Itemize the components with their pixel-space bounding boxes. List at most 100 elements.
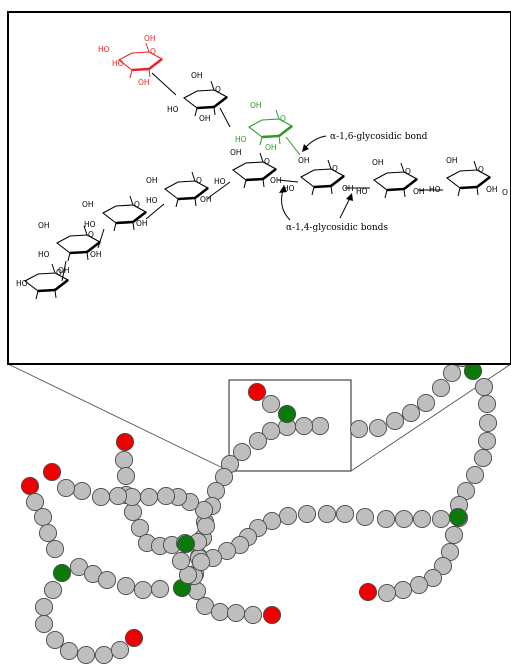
glucose-ring-9: O OH HO OH xyxy=(38,221,102,262)
nonreducing-end-unit-68 xyxy=(115,432,135,452)
svg-text:O: O xyxy=(88,230,94,239)
glucose-unit-94 xyxy=(38,523,58,543)
svg-text:HO: HO xyxy=(98,45,110,54)
glucose-ring-2: O OH HO OH xyxy=(235,101,294,152)
glucose-unit-73 xyxy=(130,518,150,538)
glucose-unit-47 xyxy=(409,575,429,595)
svg-text:OH: OH xyxy=(230,148,242,157)
glucose-unit-112 xyxy=(94,645,114,665)
glucose-unit-101 xyxy=(133,580,153,600)
glucose-unit-4 xyxy=(431,378,451,398)
glucose-unit-106 xyxy=(43,580,63,600)
glycosidic-bond xyxy=(277,179,299,183)
svg-text:O: O xyxy=(264,157,270,166)
glucose-unit-89 xyxy=(56,478,76,498)
svg-text:HO: HO xyxy=(112,59,124,68)
glucose-unit-37 xyxy=(477,431,497,451)
svg-text:OH: OH xyxy=(446,156,458,165)
glucose-unit-105 xyxy=(191,552,211,572)
svg-text:HO: HO xyxy=(16,279,28,288)
glucose-unit-31 xyxy=(261,394,281,414)
glucose-unit-39 xyxy=(465,465,485,485)
glucose-unit-55 xyxy=(376,509,396,529)
svg-text:HO: HO xyxy=(283,184,295,193)
glucose-unit-5 xyxy=(416,393,436,413)
svg-text:OH: OH xyxy=(144,34,156,43)
glucose-unit-111 xyxy=(76,645,96,665)
nonreducing-end-unit-91 xyxy=(20,476,40,496)
svg-text:HO: HO xyxy=(356,187,368,196)
nonreducing-end-unit-50 xyxy=(358,582,378,602)
glucose-unit-24 xyxy=(187,581,207,601)
glucose-unit-87 xyxy=(91,487,111,507)
glucose-unit-28 xyxy=(243,605,263,625)
glucose-unit-11 xyxy=(294,416,314,436)
glucose-unit-109 xyxy=(45,630,65,650)
glucose-unit-48 xyxy=(393,580,413,600)
glucose-unit-116 xyxy=(171,551,191,571)
alpha16-arrow xyxy=(304,135,327,149)
glucose-unit-15 xyxy=(232,442,252,462)
glucose-unit-27 xyxy=(226,603,246,623)
glucose-unit-9 xyxy=(349,419,369,439)
glucose-unit-57 xyxy=(335,504,355,524)
glucose-unit-88 xyxy=(72,481,92,501)
branch-point-unit-96 xyxy=(52,563,72,583)
alpha14-label: α-1,4-glycosidic bonds xyxy=(286,223,388,233)
svg-text:HO: HO xyxy=(146,196,158,205)
glucose-unit-45 xyxy=(433,556,453,576)
nonreducing-end-unit-29 xyxy=(262,605,282,625)
svg-text:HO: HO xyxy=(84,220,96,229)
branch-point-unit-117 xyxy=(176,534,196,554)
glucose-unit-102 xyxy=(150,579,170,599)
glucose-unit-26 xyxy=(210,602,230,622)
svg-text:OH: OH xyxy=(372,158,384,167)
glycosidic-bond xyxy=(285,136,301,156)
glycosidic-bond xyxy=(97,228,105,249)
glucose-unit-58 xyxy=(317,504,337,524)
alpha16-arrowhead xyxy=(302,144,309,152)
glucose-unit-56 xyxy=(355,507,375,527)
glucose-unit-36 xyxy=(478,413,498,433)
svg-text:O: O xyxy=(405,167,411,176)
svg-text:O: O xyxy=(150,47,156,56)
svg-text:OH: OH xyxy=(413,187,425,196)
nonreducing-end-unit-30 xyxy=(247,382,267,402)
svg-text:OH: OH xyxy=(90,250,102,259)
glucose-unit-79 xyxy=(196,516,216,536)
glucose-unit-43 xyxy=(444,525,464,545)
glucose-unit-70 xyxy=(116,466,136,486)
glucose-unit-99 xyxy=(97,570,117,590)
glucose-ring-8: O OH HO OH xyxy=(82,195,148,232)
glucose-unit-49 xyxy=(377,583,397,603)
svg-text:OH: OH xyxy=(298,156,310,165)
glucose-ring-4: O OH HO OH xyxy=(356,158,425,199)
svg-text:O: O xyxy=(196,176,202,185)
svg-text:O: O xyxy=(215,85,221,94)
svg-text:OH: OH xyxy=(486,185,498,194)
svg-text:HO: HO xyxy=(38,250,50,259)
glucose-unit-93 xyxy=(33,507,53,527)
glucose-ring-1: O OH HO OH xyxy=(167,71,229,123)
glucose-unit-17 xyxy=(214,467,234,487)
svg-text:OH: OH xyxy=(199,114,211,123)
glucose-unit-34 xyxy=(474,377,494,397)
svg-text:O: O xyxy=(478,165,484,174)
glucose-unit-54 xyxy=(394,509,414,529)
glucose-unit-52 xyxy=(431,509,451,529)
svg-text:O: O xyxy=(502,188,508,197)
glucose-unit-18 xyxy=(206,481,226,501)
svg-text:O: O xyxy=(56,268,62,277)
zoom-line-left xyxy=(7,363,230,472)
svg-text:O: O xyxy=(280,114,286,123)
glucose-unit-7 xyxy=(385,411,405,431)
svg-text:OH: OH xyxy=(82,200,94,209)
glycosidic-bond xyxy=(145,203,165,220)
structure-panel xyxy=(7,11,511,365)
glucose-unit-13 xyxy=(261,421,281,441)
svg-text:OH: OH xyxy=(38,221,50,230)
glucose-unit-69 xyxy=(114,450,134,470)
svg-text:HO: HO xyxy=(235,135,247,144)
